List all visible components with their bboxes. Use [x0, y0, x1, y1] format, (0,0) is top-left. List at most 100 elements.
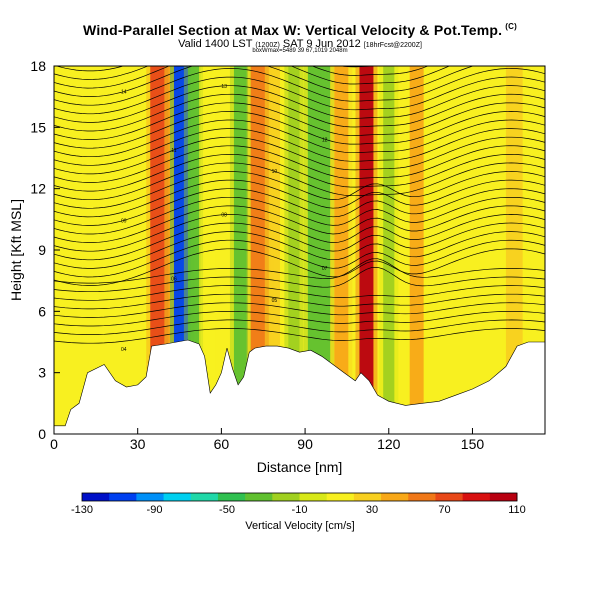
- contour-label: 10: [272, 169, 278, 175]
- colorbar-swatch: [109, 493, 137, 501]
- y-axis-label: Height [Kft MSL]: [8, 199, 24, 301]
- theta-contour: [54, 145, 545, 183]
- contour-label: 08: [221, 213, 227, 219]
- theta-contour: [54, 171, 545, 209]
- theta-contour: [54, 111, 545, 149]
- velocity-band: [204, 66, 216, 434]
- theta-contour: [54, 85, 545, 123]
- y-tick-label: 3: [38, 365, 46, 381]
- y-tick-label: 15: [30, 119, 46, 135]
- colorbar-tick-label: 110: [508, 504, 526, 516]
- contour-label: 04: [121, 347, 127, 353]
- velocity-band: [187, 66, 200, 434]
- theta-contour: [54, 231, 545, 269]
- contour-label: 05: [272, 298, 278, 304]
- colorbar-swatch: [217, 493, 246, 501]
- utc-time: (1200Z): [255, 42, 280, 49]
- colorbar-tick-label: 30: [366, 504, 378, 516]
- colorbar-swatch: [299, 493, 328, 501]
- theta-contour: [54, 310, 545, 327]
- forecast-info: [18hrFcst@2200Z]: [363, 42, 422, 49]
- contour-label: 07: [322, 266, 328, 272]
- theta-contour: [54, 76, 545, 115]
- y-tick-label: 18: [30, 58, 46, 74]
- velocity-band: [383, 66, 395, 434]
- velocity-band: [307, 66, 331, 434]
- theta-contour: [54, 188, 545, 226]
- colorbar-swatch: [381, 493, 409, 501]
- velocity-band: [268, 66, 280, 434]
- theta-contour: [54, 266, 545, 293]
- theta-contour: [54, 293, 545, 310]
- theta-contour: [54, 68, 545, 106]
- chart-title: Wind-Parallel Section at Max W: Vertical…: [0, 22, 600, 38]
- velocity-band: [409, 66, 424, 434]
- theta-contour: [54, 302, 545, 318]
- colorbar-swatch: [272, 493, 300, 501]
- contour-label: 14: [121, 90, 127, 96]
- velocity-band: [359, 66, 374, 434]
- chart-title-text: Wind-Parallel Section at Max W: Vertical…: [83, 22, 503, 38]
- theta-contour: [54, 66, 430, 80]
- terrain: [54, 339, 545, 434]
- colorbar: -130 -90 -50 -10 30 70 110 Vertical Velocity [c…: [71, 492, 526, 532]
- colorbar-tick-label: -130: [71, 504, 93, 516]
- theta-contour: [54, 102, 545, 140]
- colorbar-swatch: [245, 493, 273, 501]
- theta-contour: [54, 179, 545, 218]
- contour-label: 06: [171, 277, 177, 283]
- contour-label: 12: [322, 137, 328, 143]
- y-tick-label: 9: [38, 242, 46, 258]
- theta-contour: [54, 66, 475, 97]
- theta-contour: [54, 93, 545, 132]
- y-tick-label: 6: [38, 303, 46, 319]
- theta-contour: [54, 214, 545, 252]
- theta-contour: [54, 328, 545, 344]
- theta-contours: [54, 56, 545, 344]
- contour-labels: 04 05 06 07 08 09 10 11 12 13 14: [121, 84, 328, 353]
- theta-contour: [54, 56, 545, 63]
- colorbar-swatch: [489, 493, 518, 501]
- colorbar-swatch: [435, 493, 464, 501]
- x-tick-label: 30: [130, 436, 146, 452]
- colorbar-frame: [81, 492, 518, 502]
- theta-contour: [54, 258, 545, 284]
- colorbar-label: Vertical Velocity [cm/s]: [245, 520, 354, 532]
- y-tick-label: 0: [38, 426, 46, 442]
- velocity-band: [505, 66, 523, 434]
- colorbar-swatch: [190, 493, 219, 501]
- x-tick-label: 90: [297, 436, 313, 452]
- x-tick-label: 60: [214, 436, 230, 452]
- velocity-band: [288, 66, 300, 434]
- theta-contour: [54, 66, 451, 89]
- x-tick-label: 0: [50, 436, 58, 452]
- box-note: boxWmax=5489 39 67,1019 2048m: [252, 48, 348, 54]
- theta-contour: [54, 136, 545, 175]
- theta-contour: [54, 119, 545, 158]
- theta-contour: [54, 128, 545, 166]
- theta-contour: [54, 153, 545, 192]
- x-tick-label: 120: [377, 436, 401, 452]
- colorbar-swatch: [462, 493, 491, 501]
- axes: 0 30 60 90 120 150 0 3 6 9 12 15 18 Distance [nm] Heig…: [8, 58, 484, 475]
- colorbar-swatch: [408, 493, 436, 501]
- theta-contour: [54, 205, 545, 243]
- contour-label: 13: [221, 84, 227, 90]
- velocity-band: [250, 66, 271, 434]
- x-axis-label: Distance [nm]: [257, 459, 343, 475]
- colorbar-tick-label: -10: [292, 504, 308, 516]
- x-tick-label: 150: [461, 436, 485, 452]
- colorbar-swatch: [353, 493, 382, 501]
- theta-contour: [54, 162, 545, 201]
- colorbar-tick-label: -90: [147, 504, 163, 516]
- theta-contour: [54, 196, 545, 235]
- contour-label: 09: [121, 218, 127, 224]
- colorbar-tick-label: 70: [438, 504, 450, 516]
- colorbar-swatch: [163, 493, 192, 501]
- colorbar-swatch: [326, 493, 355, 501]
- y-tick-label: 12: [30, 181, 46, 197]
- theta-contour: [54, 319, 545, 335]
- contour-label: 11: [171, 148, 176, 154]
- theta-contour: [54, 239, 545, 278]
